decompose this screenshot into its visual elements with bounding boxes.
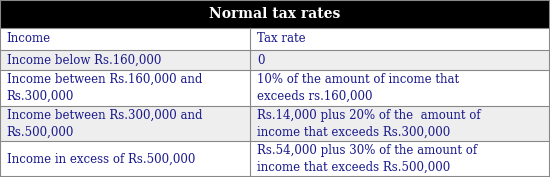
Bar — [0, 70, 550, 106]
Text: Income in excess of Rs.500,000: Income in excess of Rs.500,000 — [7, 153, 195, 166]
Bar — [0, 50, 550, 70]
Text: 10% of the amount of income that
exceeds rs.160,000: 10% of the amount of income that exceeds… — [257, 73, 459, 103]
Bar — [0, 0, 550, 28]
Text: Income between Rs.160,000 and
Rs.300,000: Income between Rs.160,000 and Rs.300,000 — [7, 73, 202, 103]
Text: Rs.14,000 plus 20% of the  amount of
income that exceeds Rs.300,000: Rs.14,000 plus 20% of the amount of inco… — [257, 109, 481, 139]
Text: Income below Rs.160,000: Income below Rs.160,000 — [7, 54, 161, 67]
Text: 0: 0 — [257, 54, 265, 67]
Text: Normal tax rates: Normal tax rates — [210, 7, 340, 21]
Text: Income between Rs.300,000 and
Rs.500,000: Income between Rs.300,000 and Rs.500,000 — [7, 109, 202, 139]
Bar — [0, 106, 550, 141]
Text: Income: Income — [7, 32, 51, 45]
Text: Rs.54,000 plus 30% of the amount of
income that exceeds Rs.500,000: Rs.54,000 plus 30% of the amount of inco… — [257, 144, 477, 174]
Bar — [0, 141, 550, 177]
Bar — [0, 28, 550, 50]
Text: Tax rate: Tax rate — [257, 32, 305, 45]
